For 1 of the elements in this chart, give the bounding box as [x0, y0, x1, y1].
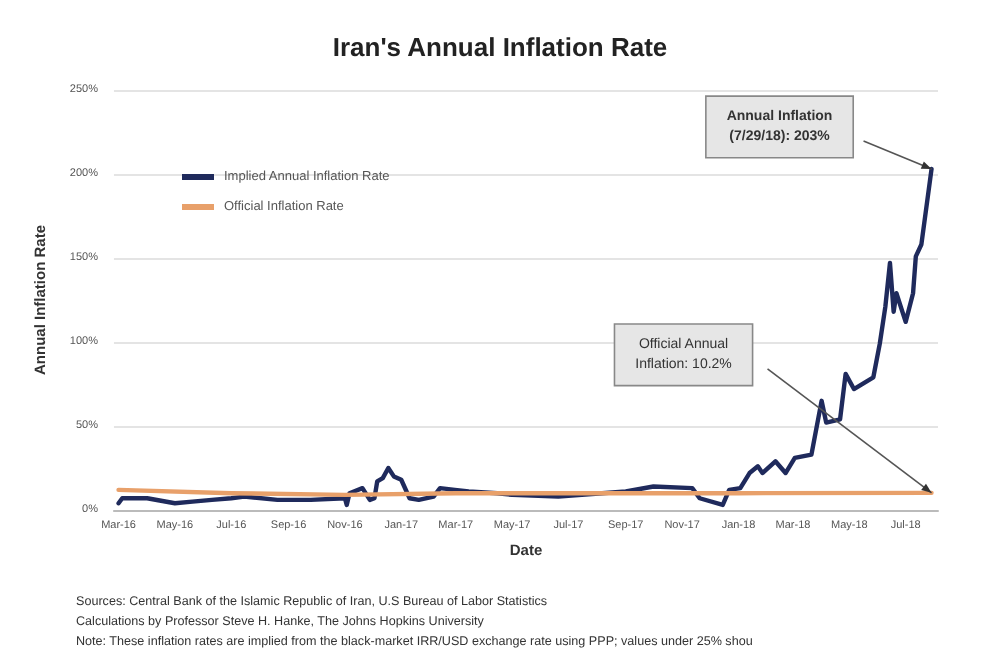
chart-title: Iran's Annual Inflation Rate — [332, 32, 668, 62]
